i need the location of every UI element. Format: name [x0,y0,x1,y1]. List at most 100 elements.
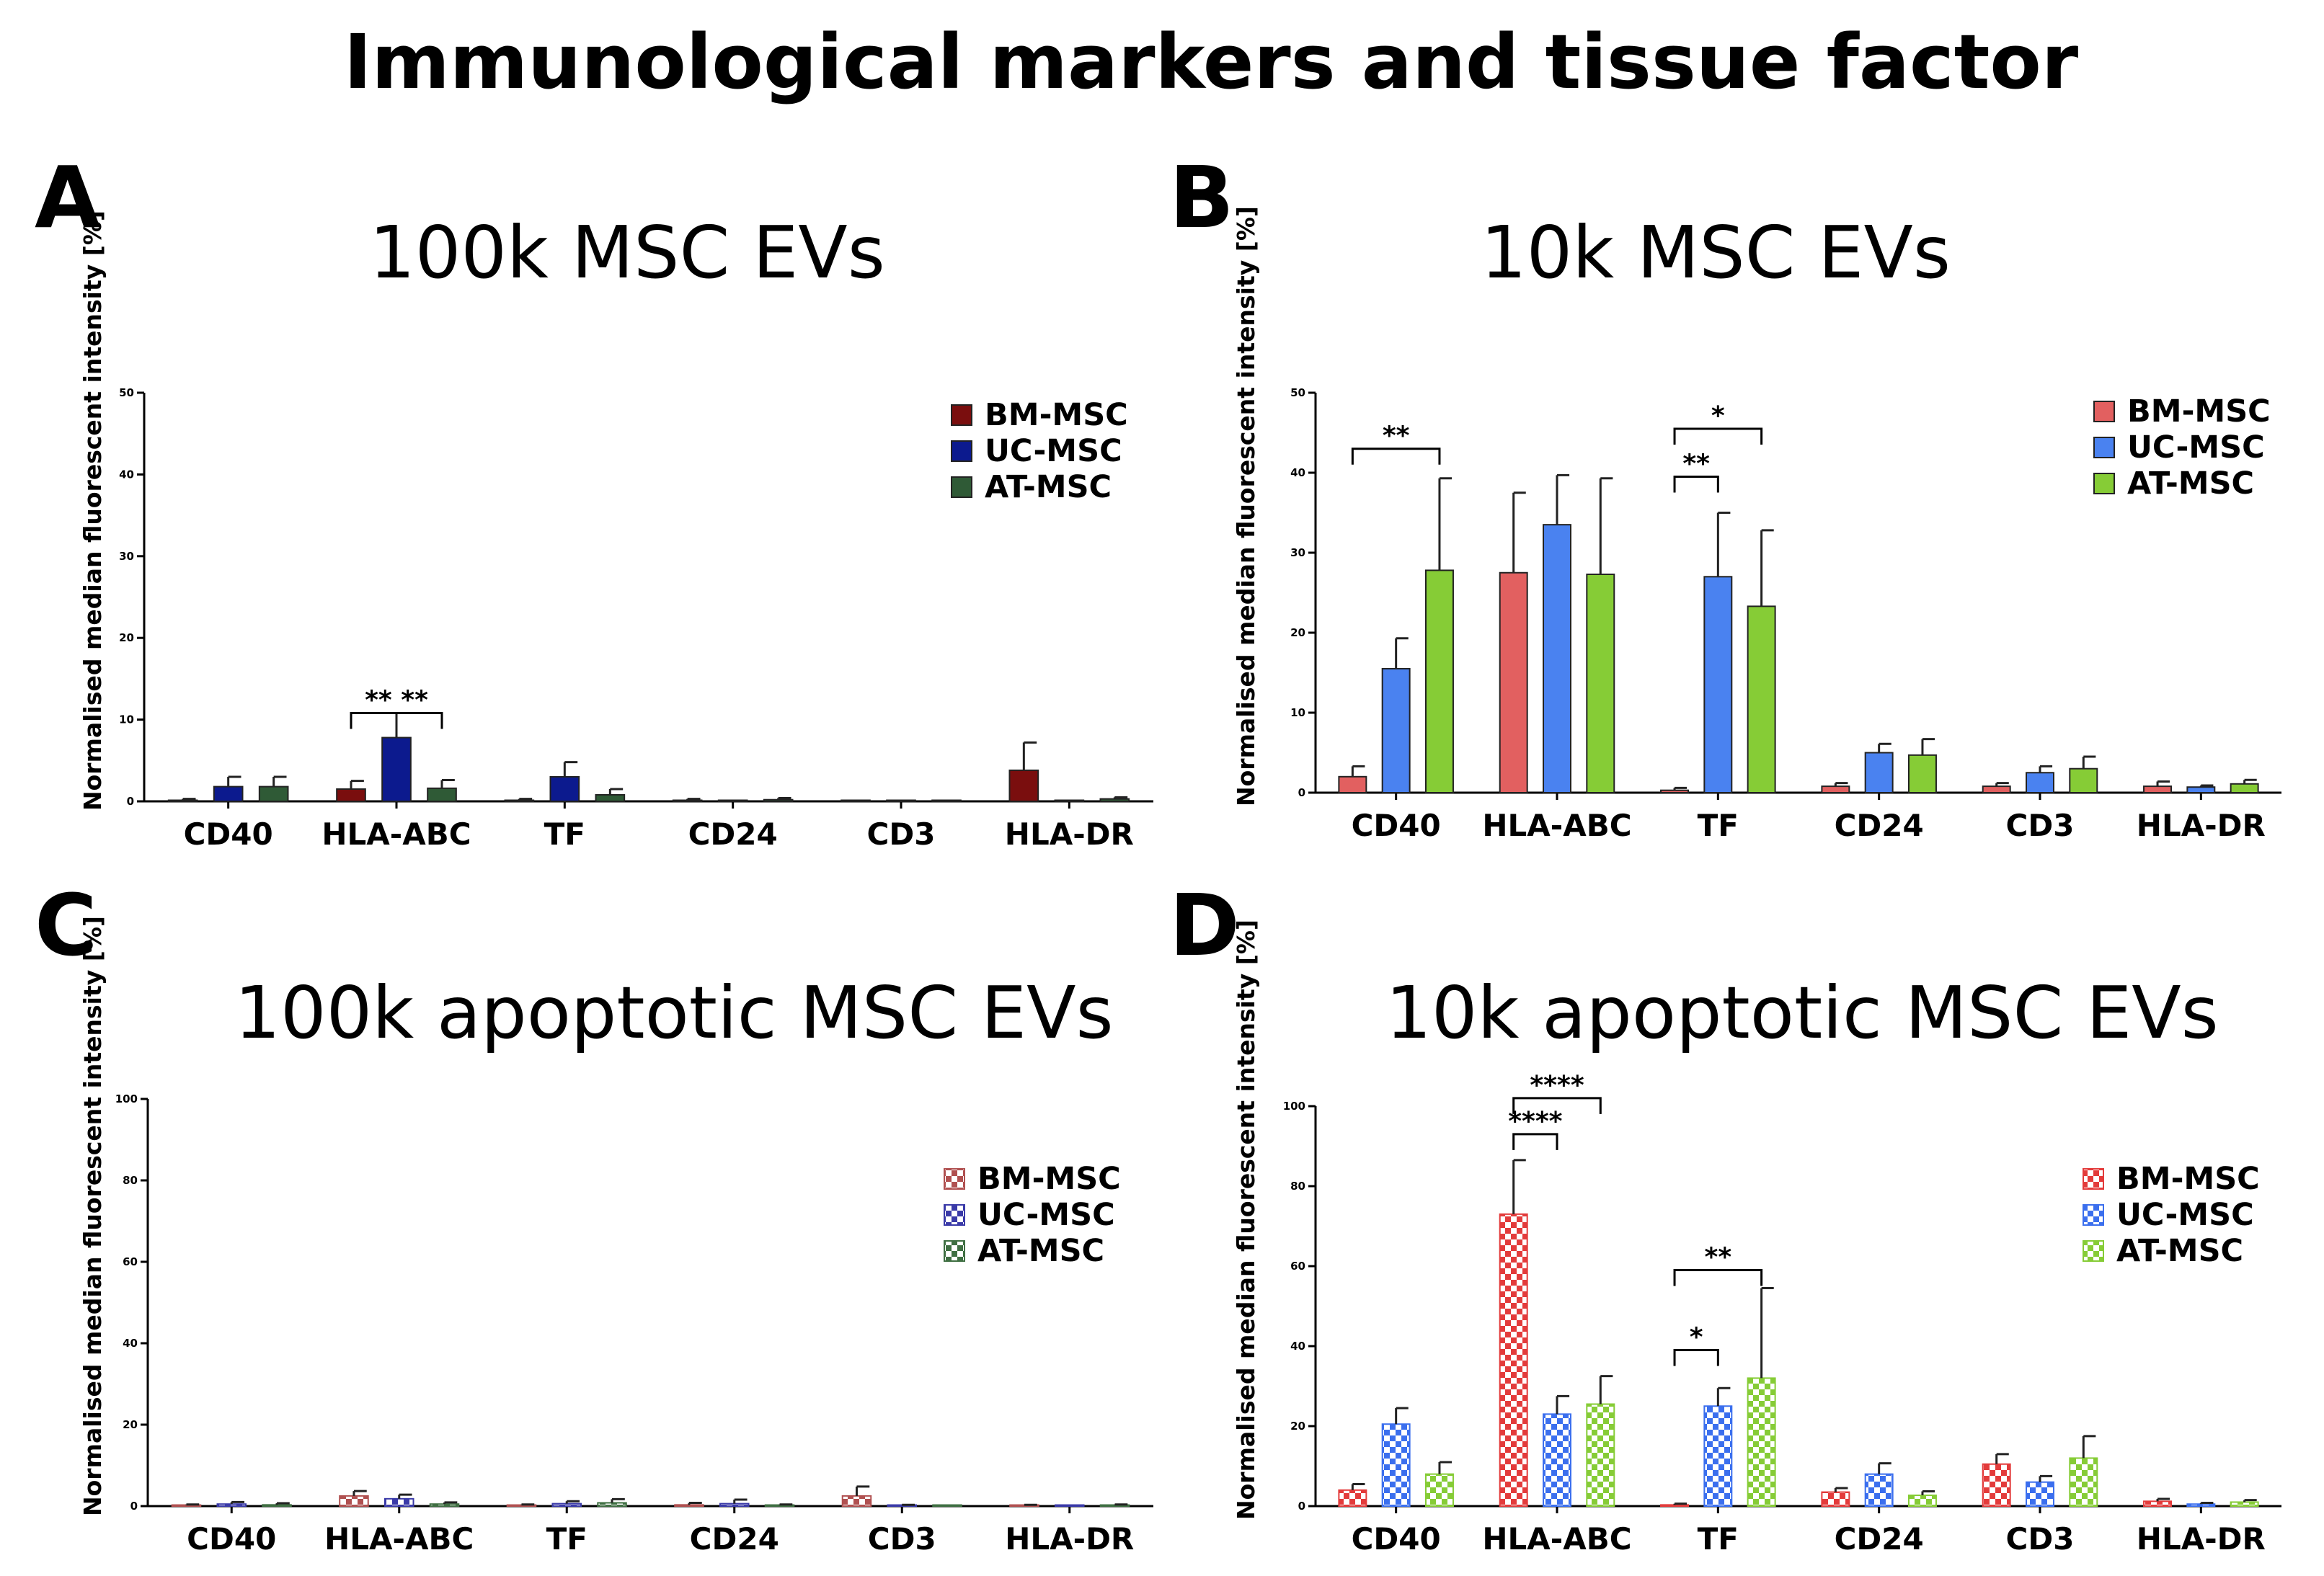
significance-label-b: ** [1383,422,1410,451]
bar-a-bm-msc-cd40 [167,799,198,802]
bar-d-at-msc-cd24 [1907,1495,1937,1507]
bar-d-at-msc-tf [1747,1377,1776,1508]
bar-b-uc-msc-cd3 [2026,772,2054,793]
y-tick-label-d: 40 [1290,1340,1305,1353]
bar-a-uc-msc-cd40 [213,785,244,803]
bar-b-bm-msc-hla-dr [2143,785,2173,793]
x-tick-label-b: HLA-DR [2137,808,2266,843]
x-tick-label-a: CD40 [184,816,273,852]
bar-b-bm-msc-cd40 [1338,775,1367,794]
panel-a: A 100k MSC EVs Normalised median fluoresce… [35,148,1153,852]
bar-a-uc-msc-cd3 [886,799,916,802]
bar-d-uc-msc-cd3 [2026,1481,2054,1507]
y-tick-label-a: 40 [119,468,134,481]
bar-d-uc-msc-hla-dr [2186,1503,2216,1508]
x-tick-label-a: CD24 [688,816,778,852]
bar-a-at-msc-cd3 [931,799,962,802]
legend-swatch-a-bm-msc [951,404,972,426]
bar-b-at-msc-cd40 [1424,569,1454,793]
significance-label-b: ** [1682,450,1710,479]
bar-a-uc-msc-hla-dr [1054,799,1085,802]
legend-swatch-a-uc-msc [951,440,972,462]
y-tick-label-a: 0 [127,795,134,808]
x-tick-label-c: CD24 [690,1521,779,1557]
x-tick-label-d: HLA-DR [2137,1521,2266,1557]
bar-a-at-msc-cd40 [258,785,289,803]
y-tick-label-a: 50 [119,386,134,399]
panel-title-b: 10k MSC EVs [1481,210,1951,295]
y-tick-label-a: 10 [119,713,134,726]
significance-bracket-b [1673,427,1763,445]
y-tick-label-b: 30 [1290,546,1305,559]
legend-swatch-b-bm-msc [2093,401,2115,422]
bar-c-at-msc-tf [597,1502,627,1507]
bar-d-bm-msc-cd3 [1982,1463,2011,1507]
bar-b-at-msc-hla-dr [2230,783,2259,794]
bar-d-bm-msc-hla-dr [2143,1500,2173,1508]
panel-letter-c: C [35,876,97,975]
significance-label-d: * [1690,1323,1703,1353]
x-tick-label-b: CD24 [1835,808,1924,843]
panel-c: C 100k apoptotic MSC EVs Normalised median… [35,876,1153,1557]
significance-bracket-b [1673,476,1719,493]
bar-d-at-msc-cd3 [2069,1457,2098,1508]
significance-bracket-b [1351,448,1441,465]
y-tick-label-c: 100 [115,1092,138,1105]
x-tick-label-d: HLA-ABC [1482,1521,1631,1557]
x-tick-label-c: TF [546,1521,587,1557]
legend-label-b-uc-msc: UC-MSC [2127,429,2265,466]
bar-c-at-msc-cd40 [262,1504,292,1507]
legend-swatch-c-at-msc [944,1240,965,1262]
significance-bracket-d [1673,1269,1763,1286]
legend-swatch-d-uc-msc [2083,1204,2104,1226]
legend-swatch-a-at-msc [951,476,972,498]
x-tick-label-c: CD40 [187,1521,276,1557]
significance-label-d: **** [1530,1071,1584,1100]
bar-d-bm-msc-cd40 [1338,1489,1367,1508]
bar-a-bm-msc-cd3 [841,799,871,802]
bar-b-uc-msc-cd40 [1381,667,1411,794]
bar-b-uc-msc-cd24 [1864,752,1894,793]
bar-b-bm-msc-hla-abc [1499,571,1528,793]
y-tick-label-d: 100 [1283,1100,1305,1113]
significance-bracket-d [1673,1349,1719,1366]
significance-bracket-a [350,712,443,729]
y-axis-label-b: Normalised median fluorescent intensity … [1232,206,1260,806]
x-tick-label-b: CD40 [1352,808,1441,843]
y-tick-label-d: 80 [1290,1180,1305,1193]
x-tick-label-a: TF [544,816,585,852]
legend-label-c-bm-msc: BM-MSC [977,1161,1121,1197]
bar-c-bm-msc-cd24 [674,1504,704,1507]
bar-c-uc-msc-tf [551,1502,582,1508]
bar-b-bm-msc-tf [1660,789,1690,794]
panel-letter-a: A [35,148,100,247]
panel-d: D 10k apoptotic MSC EVs Normalised median … [1169,876,2281,1557]
y-tick-label-d: 0 [1298,1500,1305,1513]
legend-label-a-at-msc: AT-MSC [985,469,1112,505]
bar-d-uc-msc-cd24 [1864,1473,1894,1507]
bar-d-at-msc-hla-dr [2230,1501,2259,1507]
y-tick-label-b: 20 [1290,626,1305,639]
bar-d-bm-msc-hla-abc [1499,1213,1528,1507]
x-tick-label-c: HLA-DR [1005,1521,1134,1557]
bar-b-at-msc-hla-abc [1586,573,1615,793]
panel-title-c: 100k apoptotic MSC EVs [234,971,1113,1055]
x-tick-label-d: TF [1698,1521,1739,1557]
figure-title: Immunological markers and tissue factor [344,18,2078,106]
bar-d-uc-msc-tf [1703,1405,1733,1507]
x-tick-label-b: HLA-ABC [1482,808,1631,843]
bar-c-uc-msc-cd40 [216,1503,247,1508]
x-tick-label-d: CD24 [1835,1521,1924,1557]
x-tick-label-c: HLA-ABC [324,1521,474,1557]
bar-a-bm-msc-cd24 [672,799,703,802]
legend-swatch-c-bm-msc [944,1168,965,1190]
y-tick-label-a: 20 [119,631,134,644]
bar-a-bm-msc-hla-abc [336,788,366,802]
x-tick-label-a: HLA-ABC [321,816,471,852]
legend-label-c-uc-msc: UC-MSC [977,1197,1115,1233]
x-tick-label-b: CD3 [2006,808,2075,843]
bar-d-bm-msc-cd24 [1821,1491,1850,1507]
y-tick-label-c: 40 [123,1337,138,1350]
y-tick-label-d: 20 [1290,1420,1305,1433]
